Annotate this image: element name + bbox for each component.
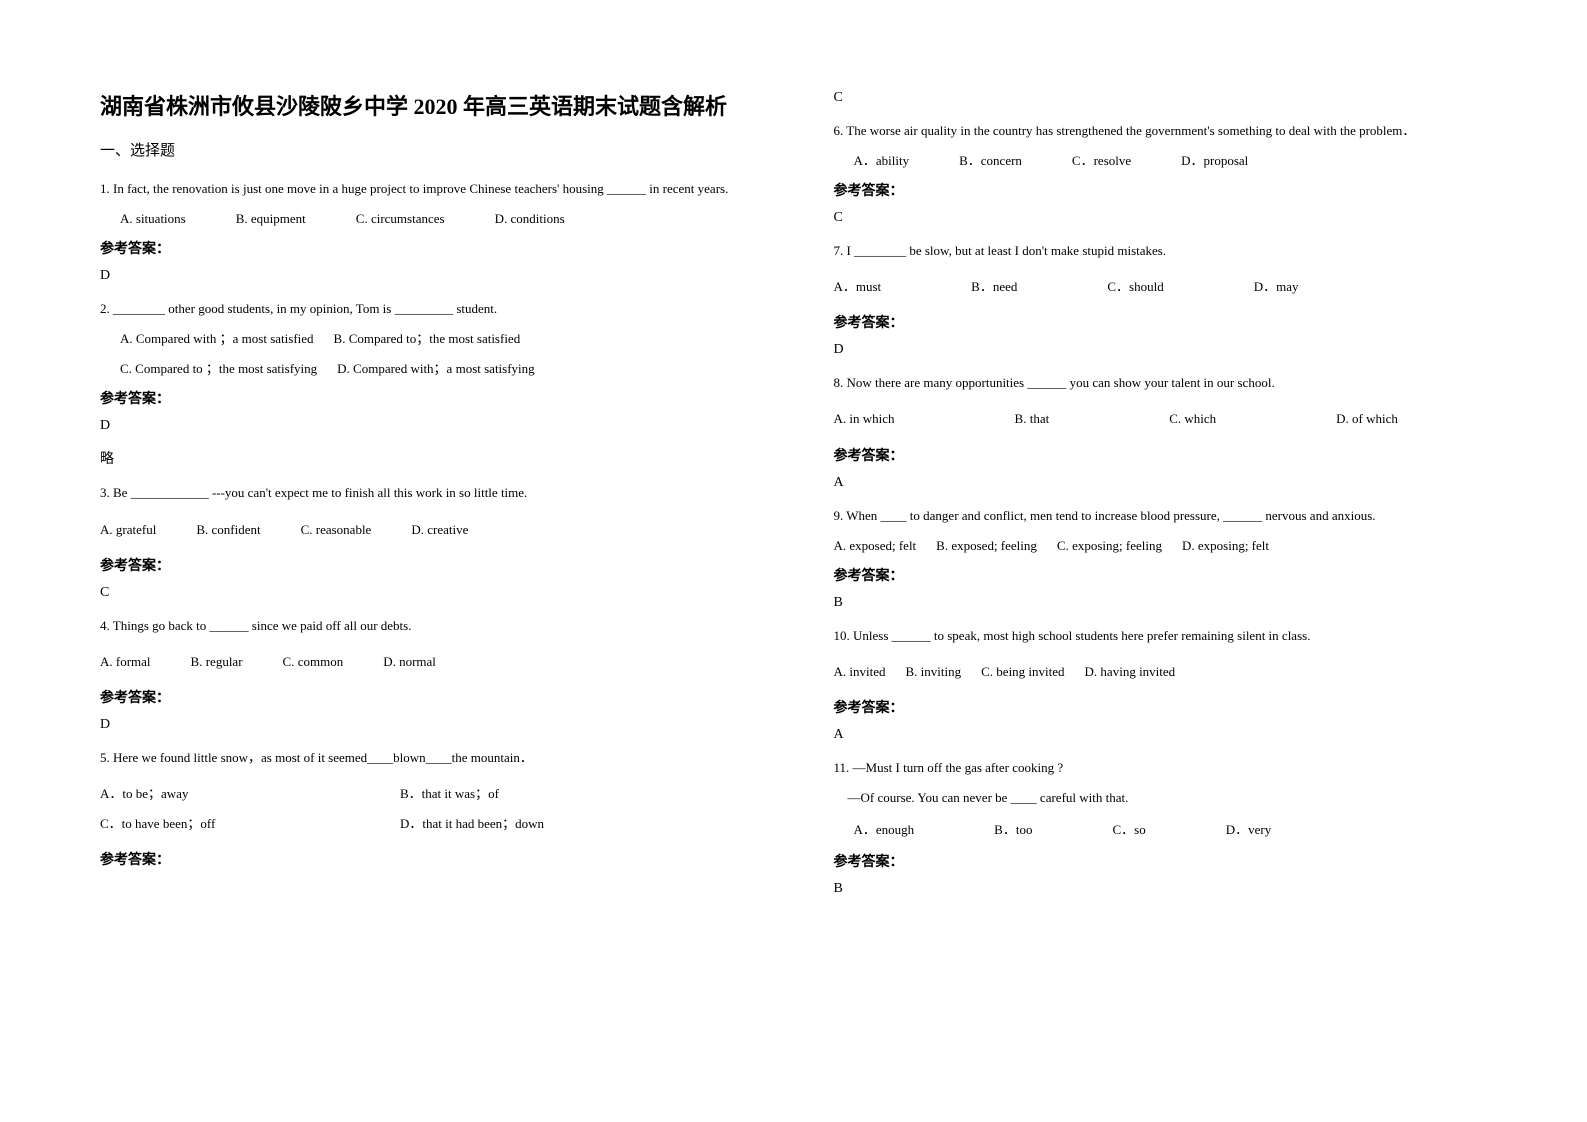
q8-opt-d: D. of which <box>1336 408 1398 430</box>
q7-options: A．must B．need C．should D．may <box>834 276 1508 298</box>
q4-options: A. formal B. regular C. common D. normal <box>100 651 774 673</box>
q1-opt-d: D. conditions <box>495 208 565 230</box>
q3-answer: C <box>100 585 774 601</box>
section-header: 一、选择题 <box>100 139 774 160</box>
q7-opt-c: C．should <box>1107 276 1163 298</box>
q6-opt-c: C．resolve <box>1072 150 1131 172</box>
left-column: 湖南省株洲市攸县沙陵陂乡中学 2020 年高三英语期末试题含解析 一、选择题 1… <box>100 90 804 1082</box>
q9-opt-b: B. exposed; feeling <box>936 535 1037 557</box>
q5-options-row1: A．to be；away B．that it was；of <box>100 783 774 805</box>
q8-opt-c: C. which <box>1169 408 1216 430</box>
q3-text: 3. Be ____________ ---you can't expect m… <box>100 482 774 504</box>
q10-answer: A <box>834 727 1508 743</box>
q6-options: A．ability B．concern C．resolve D．proposal <box>834 150 1508 172</box>
q8-answer-label: 参考答案： <box>834 445 1508 465</box>
q7-opt-d: D．may <box>1254 276 1299 298</box>
q11-opt-a: A．enough <box>854 819 915 841</box>
q8-opt-a: A. in which <box>834 408 895 430</box>
q4-opt-d: D. normal <box>383 651 436 673</box>
q6-opt-b: B．concern <box>959 150 1022 172</box>
q3-opt-c: C. reasonable <box>301 519 372 541</box>
q2-options-row1: A. Compared with ；a most satisfied B. Co… <box>100 328 774 350</box>
q1-answer: D <box>100 268 774 284</box>
q9-opt-c: C. exposing; feeling <box>1057 535 1162 557</box>
q11-options: A．enough B．too C．so D．very <box>834 819 1508 841</box>
q1-text: 1. In fact, the renovation is just one m… <box>100 178 774 200</box>
q5-opt-d: D．that it had been；down <box>400 813 544 835</box>
q7-text: 7. I ________ be slow, but at least I do… <box>834 240 1508 262</box>
q3-opt-a: A. grateful <box>100 519 156 541</box>
q11-opt-d: D．very <box>1226 819 1272 841</box>
q4-opt-c: C. common <box>283 651 344 673</box>
q6-opt-a: A．ability <box>854 150 910 172</box>
q8-text: 8. Now there are many opportunities ____… <box>834 372 1508 394</box>
q9-options: A. exposed; felt B. exposed; feeling C. … <box>834 535 1508 557</box>
q7-answer-label: 参考答案： <box>834 312 1508 332</box>
q11-opt-c: C．so <box>1112 819 1145 841</box>
q4-opt-a: A. formal <box>100 651 151 673</box>
q9-opt-d: D. exposing; felt <box>1182 535 1269 557</box>
q2-opt-c: C. Compared to ；the most satisfying <box>120 358 317 380</box>
q2-answer-label: 参考答案： <box>100 388 774 408</box>
q3-opt-b: B. confident <box>196 519 260 541</box>
q4-opt-b: B. regular <box>191 651 243 673</box>
q10-options: A. invited B. inviting C. being invited … <box>834 661 1508 683</box>
q1-opt-a: A. situations <box>120 208 186 230</box>
q8-options: A. in which B. that C. which D. of which <box>834 408 1508 430</box>
q7-opt-b: B．need <box>971 276 1017 298</box>
q6-text: 6. The worse air quality in the country … <box>834 120 1508 142</box>
q4-answer: D <box>100 717 774 733</box>
q7-answer: D <box>834 342 1508 358</box>
q2-text: 2. ________ other good students, in my o… <box>100 298 774 320</box>
q5-text: 5. Here we found little snow，as most of … <box>100 747 774 769</box>
q3-answer-label: 参考答案： <box>100 555 774 575</box>
q5-answer: C <box>834 90 1508 106</box>
q2-opt-d: D. Compared with；a most satisfying <box>337 358 535 380</box>
q1-options: A. situations B. equipment C. circumstan… <box>100 208 774 230</box>
q5-opt-b: B．that it was；of <box>400 783 499 805</box>
q9-text: 9. When ____ to danger and conflict, men… <box>834 505 1508 527</box>
q2-opt-a: A. Compared with ；a most satisfied <box>120 328 314 350</box>
q2-note: 略 <box>100 448 774 468</box>
q8-opt-b: B. that <box>1015 408 1050 430</box>
document-title: 湖南省株洲市攸县沙陵陂乡中学 2020 年高三英语期末试题含解析 <box>100 90 774 123</box>
q10-opt-c: C. being invited <box>981 661 1064 683</box>
q10-opt-d: D. having invited <box>1085 661 1176 683</box>
q5-opt-a: A．to be；away <box>100 783 400 805</box>
q10-opt-a: A. invited <box>834 661 886 683</box>
q9-opt-a: A. exposed; felt <box>834 535 917 557</box>
q8-answer: A <box>834 475 1508 491</box>
q1-opt-c: C. circumstances <box>356 208 445 230</box>
q10-opt-b: B. inviting <box>906 661 962 683</box>
q2-opt-b: B. Compared to；the most satisfied <box>334 328 521 350</box>
q4-answer-label: 参考答案： <box>100 687 774 707</box>
q11-opt-b: B．too <box>994 819 1032 841</box>
q3-opt-d: D. creative <box>411 519 468 541</box>
q10-answer-label: 参考答案： <box>834 697 1508 717</box>
q10-text: 10. Unless ______ to speak, most high sc… <box>834 625 1508 647</box>
q7-opt-a: A．must <box>834 276 882 298</box>
q9-answer-label: 参考答案： <box>834 565 1508 585</box>
q1-answer-label: 参考答案： <box>100 238 774 258</box>
right-column: C 6. The worse air quality in the countr… <box>804 90 1508 1082</box>
q3-options: A. grateful B. confident C. reasonable D… <box>100 519 774 541</box>
q11-answer-label: 参考答案： <box>834 851 1508 871</box>
q5-answer-label: 参考答案： <box>100 849 774 869</box>
q11-text2: —Of course. You can never be ____ carefu… <box>834 787 1508 809</box>
q9-answer: B <box>834 595 1508 611</box>
q4-text: 4. Things go back to ______ since we pai… <box>100 615 774 637</box>
q5-opt-c: C．to have been；off <box>100 813 400 835</box>
q2-answer: D <box>100 418 774 434</box>
q6-opt-d: D．proposal <box>1181 150 1248 172</box>
q1-opt-b: B. equipment <box>236 208 306 230</box>
q6-answer-label: 参考答案： <box>834 180 1508 200</box>
q5-options-row2: C．to have been；off D．that it had been；do… <box>100 813 774 835</box>
q6-answer: C <box>834 210 1508 226</box>
q2-options-row2: C. Compared to ；the most satisfying D. C… <box>100 358 774 380</box>
q11-text1: 11. —Must I turn off the gas after cooki… <box>834 757 1508 779</box>
q11-answer: B <box>834 881 1508 897</box>
